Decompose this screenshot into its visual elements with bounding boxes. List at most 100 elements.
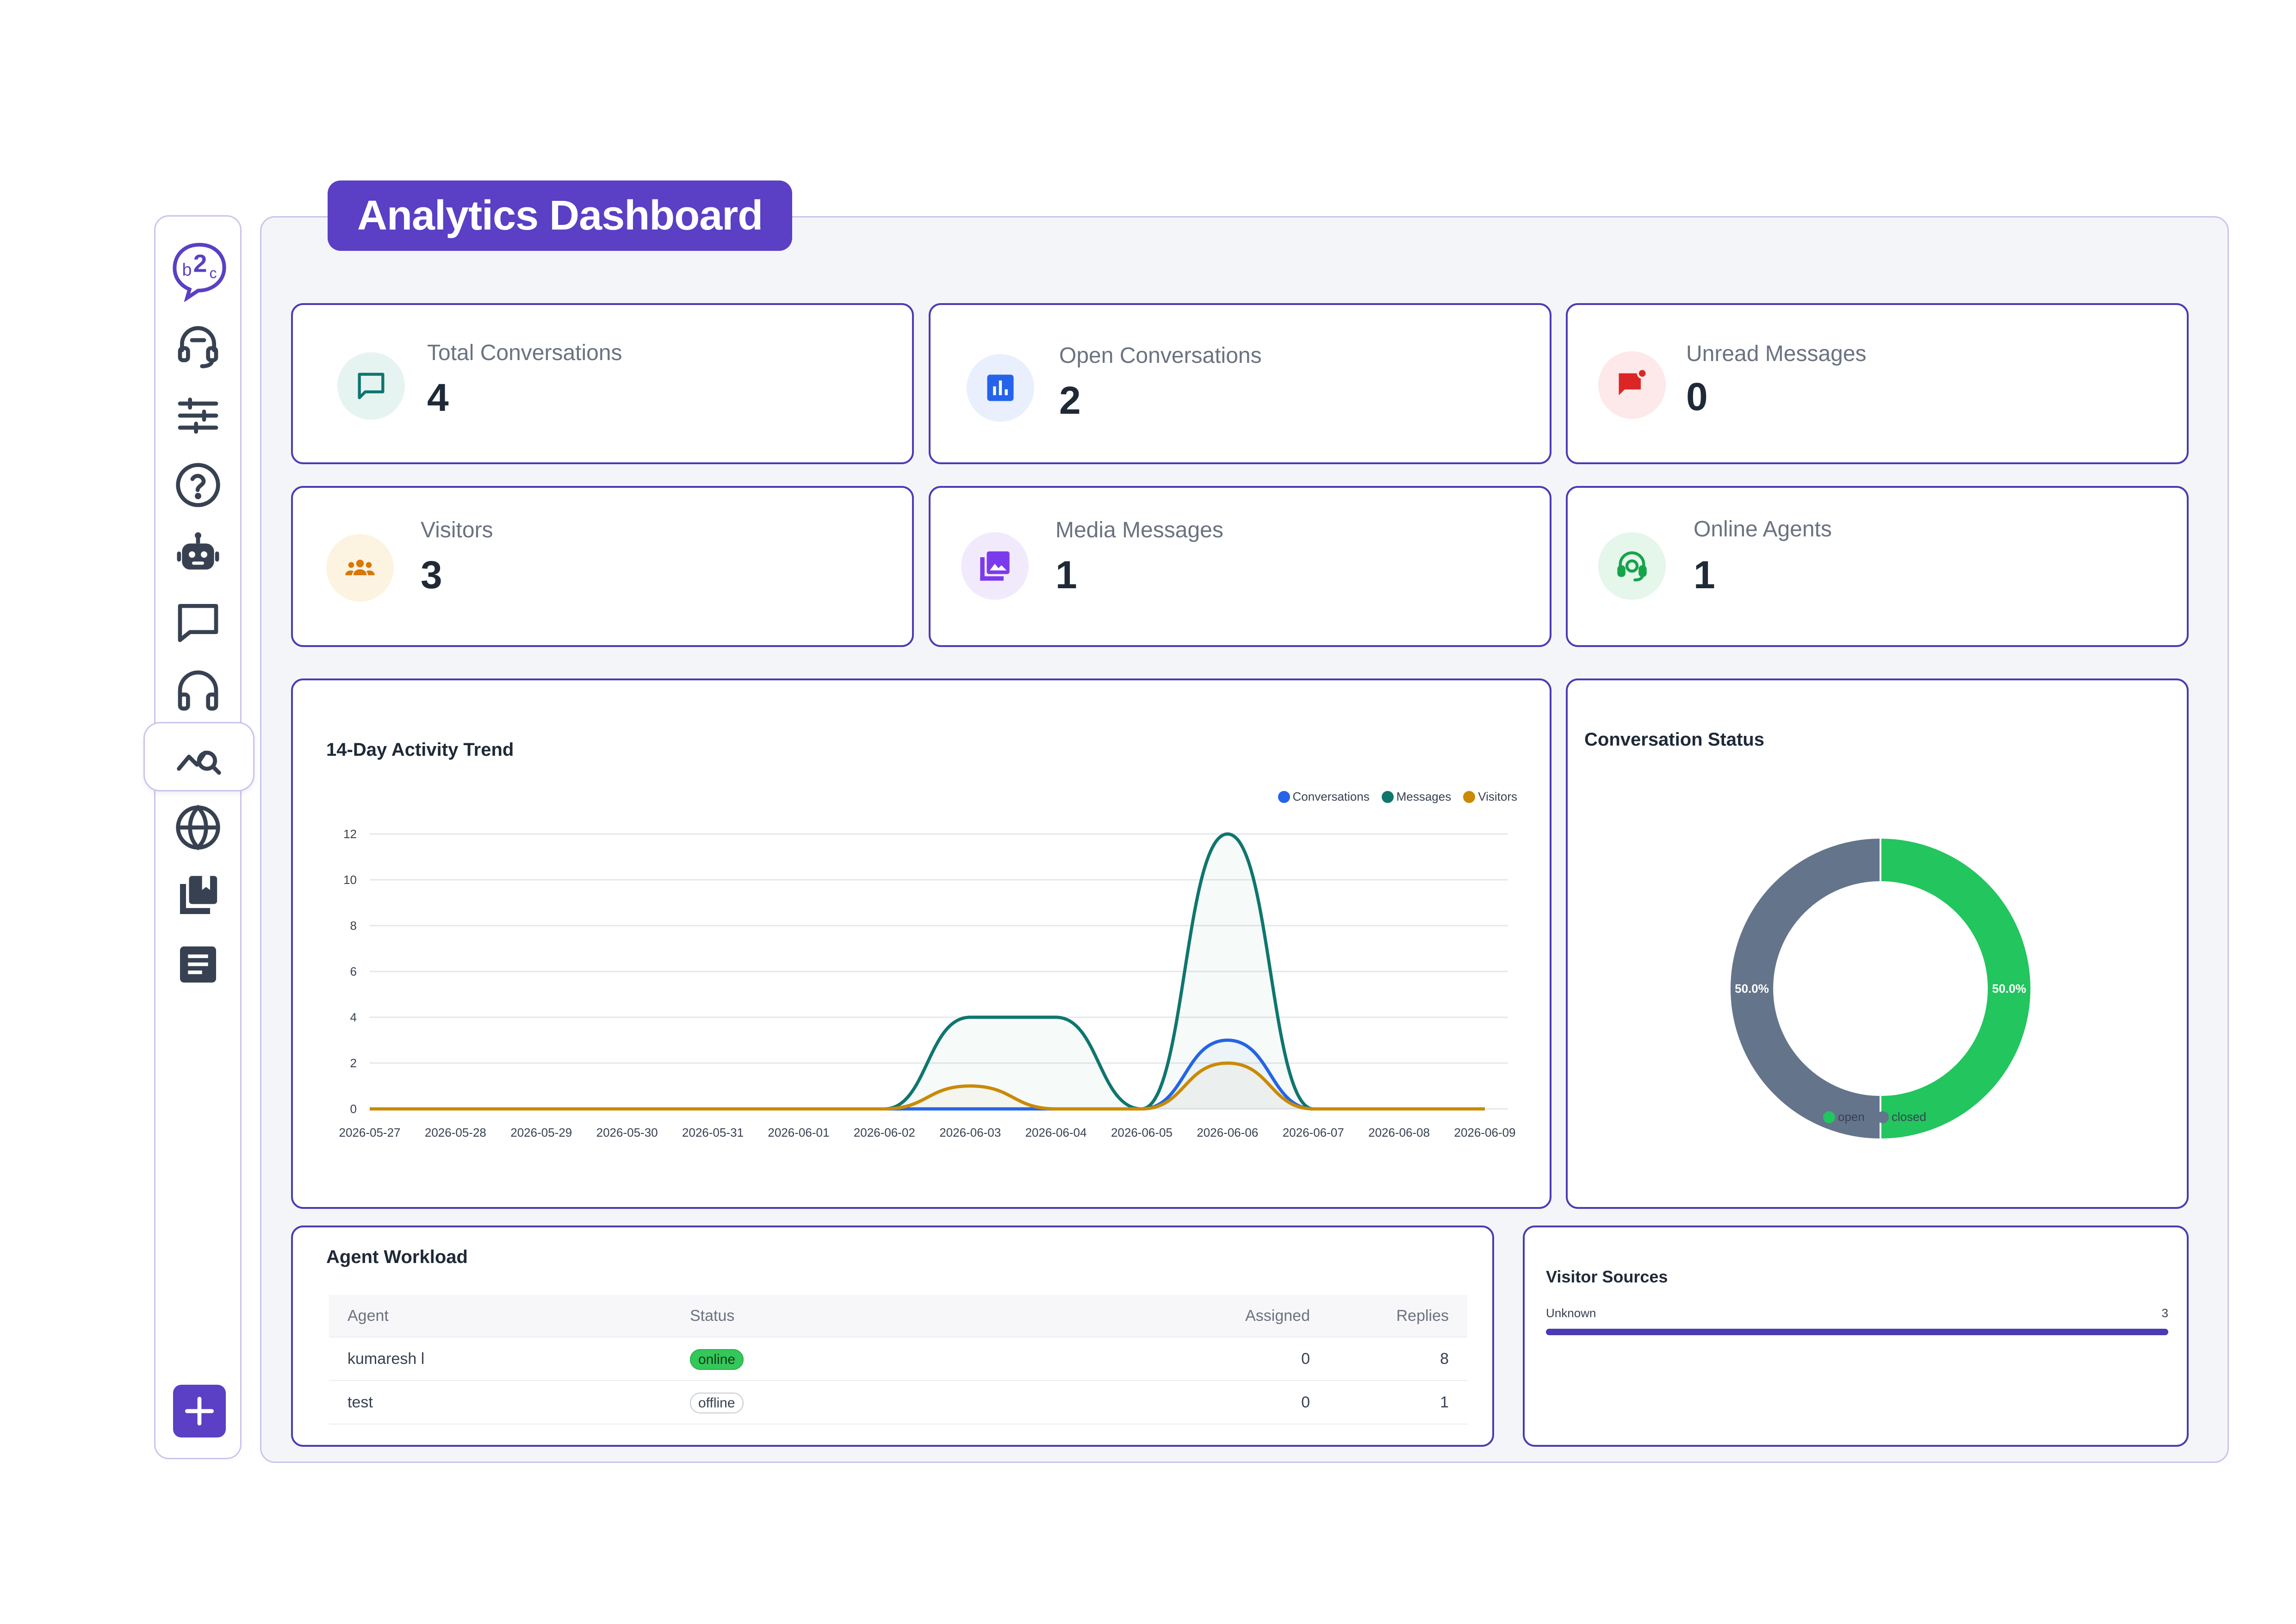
stat-card-unread-messages: Unread Messages 0 [1566,303,2189,464]
sidebar-item-help[interactable] [155,457,240,513]
y-tick-label: 6 [350,964,357,978]
x-tick-label: 2026-05-27 [339,1126,401,1139]
stat-card-visitors: Visitors 3 [291,486,914,647]
stat-label: Open Conversations [1059,343,1262,368]
series-area-messages [370,834,1485,1109]
sidebar-item-chats[interactable] [155,594,240,650]
agent-workload-table: Agent Status Assigned Replies kumaresh l… [329,1295,1467,1425]
x-tick-label: 2026-06-07 [1283,1126,1344,1139]
agent-status-cell: offline [671,1380,1032,1425]
sidebar-item-docs[interactable] [155,937,240,992]
x-tick-label: 2026-06-01 [768,1126,829,1139]
stat-icon-wrap [326,534,394,602]
column-header-assigned: Assigned [1032,1295,1328,1337]
notification-icon [1619,367,1648,396]
legend-item-conversations[interactable]: Conversations [1278,790,1370,804]
legend-item-open[interactable]: open [1823,1110,1865,1124]
sidebar-item-analytics[interactable] [143,722,254,791]
legend-swatch [1463,790,1476,803]
legend-label: Messages [1396,790,1452,803]
y-tick-label: 2 [350,1056,357,1070]
series-area-visitors [370,1063,1485,1109]
agent-name: kumaresh l [329,1337,671,1381]
stat-card-open-conversations: Open Conversations 2 [929,303,1551,464]
conversation-status-donut: 50.0% 50.0% [1729,836,2032,1141]
sidebar: b 2 c [143,215,254,1459]
sliders-icon [178,398,218,434]
y-tick-label: 8 [350,919,357,933]
stat-label: Online Agents [1694,517,1832,541]
series-line-visitors [370,1061,1485,1111]
legend-item-closed[interactable]: closed [1876,1110,1926,1124]
stat-value: 0 [1686,375,1708,418]
chat-icon [358,373,385,399]
x-tick-label: 2026-06-05 [1111,1126,1173,1139]
chart-title: 14-Day Activity Trend [326,740,514,760]
stat-card-online-agents: Online Agents 1 [1566,486,2189,647]
sidebar-item-agents[interactable] [155,318,240,374]
activity-trend-chart: 0 2 4 6 8 10 12 2026-05-27 2026-05-28 2026-05-29 2… [339,827,1516,1139]
stat-value: 3 [421,553,442,597]
x-tick-label: 2026-06-09 [1454,1126,1516,1139]
x-tick-label: 2026-06-08 [1368,1126,1430,1139]
source-label: Unknown [1546,1306,1596,1320]
svg-text:2: 2 [193,250,207,278]
svg-text:b: b [182,260,192,280]
stat-card-media-messages: Media Messages 1 [929,486,1551,647]
b2c-logo[interactable]: b 2 c [168,240,230,302]
donut-legend: open closed [1823,1110,1926,1124]
sidebar-item-settings[interactable] [155,388,240,443]
legend-swatch [1381,790,1394,803]
donut-slice-closed [1729,836,1881,1141]
analytics-icon [177,751,221,775]
y-tick-label: 10 [343,873,357,887]
donut-slice-label: 50.0% [1735,982,1769,996]
stat-label: Visitors [421,518,493,542]
table-row[interactable]: test offline 0 1 [329,1380,1467,1425]
source-bar-track [1546,1329,2168,1335]
stat-card-total-conversations: Total Conversations 4 [291,303,914,464]
column-header-replies: Replies [1328,1295,1467,1337]
sidebar-item-website[interactable] [155,800,240,855]
source-bar-fill [1546,1329,2168,1335]
plus-icon [185,1397,214,1425]
assigned-count: 0 [1032,1337,1328,1381]
legend-item-messages[interactable]: Messages [1381,790,1452,804]
stat-value: 2 [1059,379,1081,422]
sidebar-item-library[interactable] [155,868,240,924]
legend-label: Conversations [1292,790,1370,803]
y-tick-label: 12 [343,827,357,841]
bar-chart-icon [987,374,1014,401]
sidebar-item-support[interactable] [155,663,240,718]
x-tick-label: 2026-06-02 [854,1126,915,1139]
y-tick-label: 0 [350,1102,357,1116]
photo-library-icon [980,551,1010,581]
agent-status-cell: online [671,1337,1032,1381]
column-header-status: Status [671,1295,1032,1337]
svg-text:c: c [209,265,217,281]
table-row[interactable]: kumaresh l online 0 8 [329,1337,1467,1381]
legend-label: closed [1891,1110,1926,1124]
status-badge: offline [690,1392,744,1413]
add-button[interactable] [173,1385,226,1437]
legend-item-visitors[interactable]: Visitors [1463,790,1517,804]
x-tick-label: 2026-05-29 [510,1126,572,1139]
agent-name: test [329,1380,671,1425]
legend-swatch [1278,790,1290,803]
stat-value: 4 [427,376,449,419]
agent-headset-icon [178,326,218,368]
support-agent-icon [1617,551,1647,582]
y-tick-label: 4 [350,1010,357,1024]
source-row-labels: Unknown 3 [1546,1306,2168,1320]
activity-trend-card: 14-Day Activity Trend Conversations Mess… [291,678,1551,1209]
sidebar-item-bot[interactable] [155,526,240,581]
x-tick-label: 2026-06-03 [939,1126,1001,1139]
conversation-status-card: Conversation Status 50.0% 50.0% open clos… [1566,678,2189,1209]
legend-label: Visitors [1478,790,1517,803]
stat-value: 1 [1055,553,1077,597]
document-icon [180,946,216,983]
agent-workload-card: Agent Workload Agent Status Assigned Rep… [291,1226,1494,1447]
donut-slice-open [1880,836,2032,1141]
source-row: Unknown 3 [1546,1306,2168,1335]
stat-icon-wrap [967,354,1034,422]
